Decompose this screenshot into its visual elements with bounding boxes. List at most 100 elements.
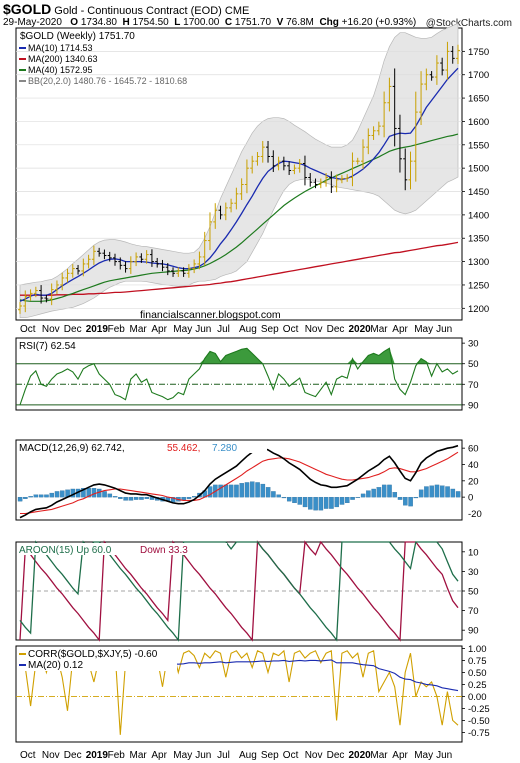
macd-histogram-bar — [265, 487, 271, 498]
price-x-axis-label: Aug — [239, 324, 257, 335]
bottom-x-axis-label: Apr — [151, 750, 167, 761]
price-axis-tick-label: 1750 — [468, 47, 489, 58]
aroon-axis-tick-label: 70 — [468, 606, 479, 617]
corr-axis-tick-label: 0.75 — [468, 656, 487, 667]
exchange: CME — [224, 5, 250, 17]
bottom-x-axis-label: Sep — [261, 750, 279, 761]
rsi-line — [19, 347, 459, 406]
macd-legend-signal: 55.462, — [167, 443, 200, 454]
bottom-x-axis-label: 2020 — [349, 750, 372, 761]
chart-header: $GOLD Gold - Continuous Contract (EOD) C… — [3, 1, 249, 17]
price-x-axis-label: Nov — [42, 324, 60, 335]
close-label: C — [224, 17, 233, 28]
price-axis-tick-label: 1400 — [468, 210, 489, 221]
high-label: H — [122, 17, 130, 28]
macd-histogram-bar — [81, 488, 86, 498]
price-axis-tick-label: 1500 — [468, 164, 489, 175]
rsi-overbought-fill — [20, 348, 458, 364]
bottom-x-axis-label: Mar — [130, 750, 148, 761]
aroon-legend-bg — [17, 543, 227, 555]
macd-histogram-bar — [323, 496, 329, 509]
bottom-x-axis-label: 2019 — [86, 750, 109, 761]
rsi-axis-tick-label: 90 — [468, 400, 479, 411]
macd-histogram-bar — [170, 496, 176, 503]
macd-histogram-bar — [133, 496, 139, 500]
macd-histogram-bar — [255, 482, 260, 498]
bottom-x-axis-label: May — [414, 750, 433, 761]
macd-histogram-bar — [308, 496, 313, 510]
macd-histogram-bar — [112, 496, 118, 498]
macd-histogram-bar — [434, 484, 440, 498]
macd-histogram-bar — [302, 496, 308, 508]
macd-histogram-bar — [366, 490, 371, 498]
price-legend-title: $GOLD (Weekly) 1751.70 — [20, 31, 135, 42]
volume-label: V — [276, 17, 284, 28]
macd-panel — [15, 439, 463, 521]
macd-histogram-bar — [23, 496, 28, 499]
macd-histogram-bar — [429, 485, 434, 498]
corr-axis-tick-label: -0.25 — [468, 704, 490, 715]
aroon-axis-tick-label: 30 — [468, 567, 479, 578]
bottom-x-axis-label: May — [173, 750, 192, 761]
macd-histogram-bar — [38, 494, 44, 498]
macd-histogram-bar — [292, 496, 297, 504]
corr-axis-tick-label: 0.00 — [468, 692, 487, 703]
corr-axis-tick-label: 0.50 — [468, 668, 487, 679]
macd-histogram-bar — [33, 494, 39, 498]
macd-histogram-bar — [276, 494, 281, 498]
macd-histogram-bar — [223, 484, 229, 498]
aroon-axis-tick-label: 10 — [468, 547, 479, 558]
macd-histogram-bar — [392, 492, 398, 498]
macd-histogram-bar — [260, 483, 266, 498]
watermark: @StockCharts.com — [425, 18, 512, 29]
macd-histogram-bar — [139, 496, 144, 500]
bottom-x-axis-label: Aug — [239, 750, 257, 761]
corr-legend-bg — [17, 647, 177, 671]
price-x-axis-label: May — [414, 324, 433, 335]
macd-histogram-bar — [281, 496, 287, 499]
macd-histogram-bar — [403, 496, 408, 506]
blog-credit: financialscanner.blogspot.com — [140, 309, 281, 321]
bottom-x-axis-label: Dec — [327, 750, 345, 761]
price-axis-tick-label: 1600 — [468, 117, 489, 128]
macd-histogram-bar — [271, 491, 276, 498]
corr-line — [19, 649, 459, 735]
macd-histogram-bar — [207, 486, 213, 498]
price-x-axis-label: Apr — [392, 324, 408, 335]
bottom-x-axis-label: Oct — [283, 750, 299, 761]
macd-histogram-bar — [424, 486, 429, 498]
macd-histogram-bar — [313, 496, 318, 511]
bottom-x-axis-label: Jun — [195, 750, 211, 761]
price-x-axis-label: Oct — [283, 324, 299, 335]
macd-line — [19, 444, 459, 519]
price-x-axis-label: Mar — [370, 324, 388, 335]
corr-axis-tick-label: -0.75 — [468, 728, 490, 739]
price-x-axis-label: 2020 — [349, 324, 372, 335]
macd-histogram-bar — [418, 489, 424, 498]
change-label: Chg — [319, 17, 339, 28]
macd-legend-histogram: 7.280 — [212, 443, 237, 454]
corr-axis-tick-label: 1.00 — [468, 644, 487, 655]
price-x-axis-label: Nov — [305, 324, 323, 335]
price-x-axis-label: Mar — [130, 324, 148, 335]
change-value: +16.20 (+0.93%) — [341, 17, 417, 28]
bottom-x-axis-label: Nov — [305, 750, 323, 761]
price-axis-tick-label: 1300 — [468, 257, 489, 268]
macd-axis-tick-label: 40 — [468, 460, 479, 471]
corr-axis-tick-label: -0.50 — [468, 716, 490, 727]
price-x-axis-label: Dec — [327, 324, 345, 335]
macd-histogram-bar — [91, 488, 97, 498]
macd-histogram-bar — [286, 496, 292, 502]
macd-legend-bg — [17, 441, 267, 453]
price-x-axis-label: Sep — [261, 324, 279, 335]
macd-histogram-bar — [387, 484, 392, 498]
price-x-axis-label: Jun — [195, 324, 211, 335]
symbol: $GOLD — [3, 1, 52, 17]
macd-histogram-bar — [186, 496, 192, 499]
macd-axis-tick-label: 0 — [468, 493, 473, 504]
macd-histogram-bar — [128, 496, 134, 501]
ma10-line — [19, 67, 459, 302]
aroon-down-line — [19, 540, 459, 642]
price-axis-tick-label: 1250 — [468, 280, 489, 291]
